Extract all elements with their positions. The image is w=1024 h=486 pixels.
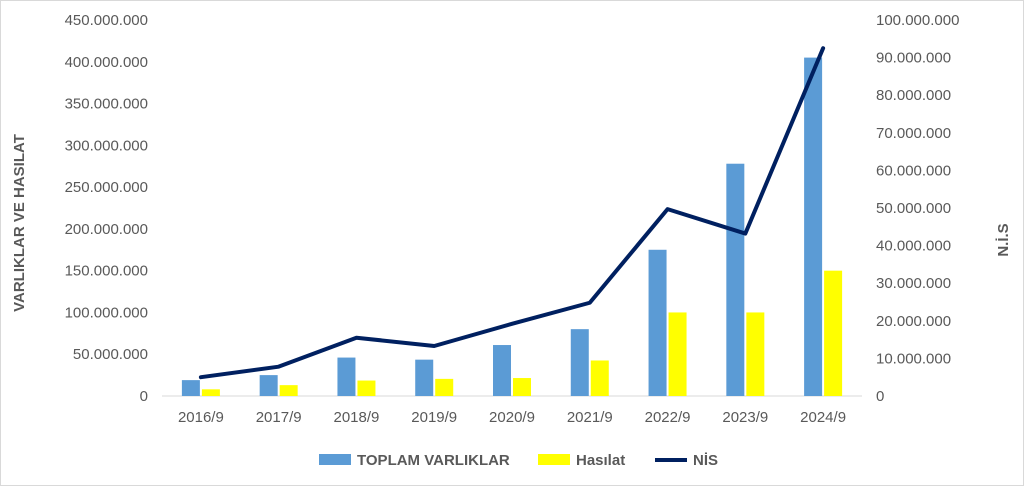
right-tick-label: 70.000.000 [876, 125, 951, 142]
bar-hasilat-5 [590, 360, 609, 396]
bar-toplam-varliklar-6 [648, 249, 667, 396]
x-tick-label: 2022/9 [645, 409, 691, 426]
x-tick-label: 2018/9 [333, 409, 379, 426]
bar-toplam-varliklar-5 [570, 329, 589, 396]
legend: TOPLAM VARLIKLAR Hasılat NİS [319, 452, 718, 469]
legend-item-0: TOPLAM VARLIKLAR [319, 452, 510, 469]
right-tick-label: 60.000.000 [876, 162, 951, 179]
legend-label: NİS [693, 452, 718, 469]
right-tick-label: 30.000.000 [876, 275, 951, 292]
left-tick-label: 150.000.000 [65, 263, 148, 280]
right-axis-ticks: 0 10.000.000 20.000.000 30.000.000 40.000.00… [876, 12, 959, 405]
bar-hasilat-3 [435, 378, 454, 396]
bar-toplam-varliklar-3 [415, 359, 434, 396]
legend-item-2: NİS [655, 452, 718, 469]
legend-label: Hasılat [576, 452, 625, 469]
bar-toplam-varliklar-8 [804, 57, 823, 396]
left-tick-label: 100.000.000 [65, 304, 148, 321]
legend-label: TOPLAM VARLIKLAR [357, 452, 510, 469]
bar-toplam-varliklar-0 [181, 380, 200, 396]
legend-swatch [538, 454, 570, 465]
x-tick-label: 2020/9 [489, 409, 535, 426]
x-tick-label: 2016/9 [178, 409, 224, 426]
left-tick-label: 50.000.000 [73, 346, 148, 363]
bar-hasilat-2 [357, 380, 376, 396]
left-tick-label: 350.000.000 [65, 96, 148, 113]
x-axis-ticks: 2016/9 2017/9 2018/9 2019/9 2020/9 2021/9 2022… [178, 409, 846, 426]
right-tick-label: 40.000.000 [876, 238, 951, 255]
right-tick-label: 50.000.000 [876, 200, 951, 217]
right-tick-label: 10.000.000 [876, 350, 951, 367]
right-tick-label: 0 [876, 388, 884, 405]
left-tick-label: 300.000.000 [65, 137, 148, 154]
bar-toplam-varliklar-1 [259, 375, 278, 396]
bar-hasilat-0 [201, 389, 220, 396]
bar-toplam-varliklar-2 [337, 357, 356, 396]
bar-hasilat-8 [824, 270, 843, 396]
left-axis-title: VARLIKLAR VE HASILAT [11, 134, 28, 312]
legend-item-1: Hasılat [538, 452, 625, 469]
left-tick-label: 200.000.000 [65, 221, 148, 238]
nis-line [198, 46, 826, 380]
bar-hasilat-6 [668, 312, 687, 396]
right-tick-label: 80.000.000 [876, 87, 951, 104]
x-tick-label: 2023/9 [722, 409, 768, 426]
left-tick-label: 250.000.000 [65, 179, 148, 196]
bar-hasilat-4 [513, 378, 531, 396]
right-tick-label: 100.000.000 [876, 12, 959, 29]
x-tick-label: 2024/9 [800, 409, 846, 426]
bar-toplam-varliklar-7 [726, 163, 745, 396]
right-axis-title: N.İ.S [995, 223, 1012, 256]
bars-layer [181, 57, 843, 396]
left-tick-label: 400.000.000 [65, 54, 148, 71]
right-tick-label: 90.000.000 [876, 50, 951, 67]
legend-swatch [319, 454, 351, 465]
left-tick-label: 450.000.000 [65, 12, 148, 29]
right-tick-label: 20.000.000 [876, 313, 951, 330]
bar-toplam-varliklar-4 [493, 345, 511, 396]
x-tick-label: 2021/9 [567, 409, 613, 426]
x-tick-label: 2017/9 [256, 409, 302, 426]
left-tick-label: 0 [140, 388, 148, 405]
bar-hasilat-7 [746, 312, 765, 396]
bar-hasilat-1 [279, 385, 298, 396]
x-tick-label: 2019/9 [411, 409, 457, 426]
left-axis-ticks: 0 50.000.000 100.000.000 150.000.000 200.000… [65, 12, 148, 405]
